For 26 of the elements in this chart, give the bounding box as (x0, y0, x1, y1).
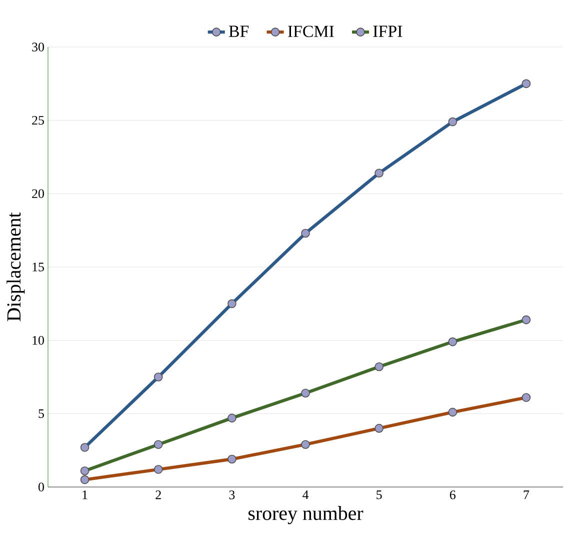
x-axis-title: srorey number (248, 506, 364, 524)
y-tick-label: 25 (32, 116, 44, 125)
y-tick-label: 0 (38, 482, 44, 492)
point (154, 440, 163, 449)
point (301, 388, 310, 398)
point (228, 414, 236, 422)
y-axis-title: Displacement (6, 212, 25, 322)
x-tick-label: 2 (156, 490, 161, 500)
point (522, 315, 531, 324)
y-tick-label: 15 (32, 262, 44, 272)
point (80, 466, 90, 476)
legend-label: IFCMI (288, 26, 334, 38)
x-tick-label: 1 (82, 490, 88, 500)
y-tick-label: 10 (32, 336, 44, 345)
x-tick-label: 3 (229, 490, 235, 500)
y-tick-label: 30 (32, 42, 44, 52)
x-tick-label: 5 (376, 490, 382, 500)
point (374, 362, 384, 372)
x-tick-label: 4 (302, 490, 309, 500)
legend-label: BF (228, 26, 249, 37)
y-tick-label: 20 (32, 189, 44, 198)
x-tick-label: 7 (524, 490, 530, 499)
x-tick-label: 6 (450, 490, 456, 500)
point (448, 337, 458, 346)
legend-label: IFPI (373, 26, 402, 37)
y-tick-label: 5 (38, 409, 44, 418)
